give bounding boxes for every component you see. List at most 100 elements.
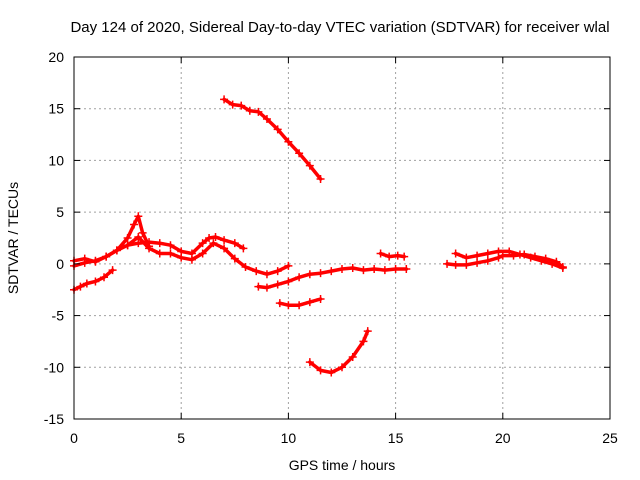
data-point <box>327 267 336 276</box>
data-point <box>211 232 220 241</box>
data-point <box>220 244 229 253</box>
data-point <box>284 137 293 146</box>
data-point <box>462 253 471 262</box>
data-point <box>316 175 325 184</box>
data-point <box>483 249 492 258</box>
data-point <box>400 252 409 261</box>
data-point <box>187 255 196 264</box>
data-point <box>228 100 237 109</box>
data-point <box>505 247 514 256</box>
data-point <box>451 249 460 258</box>
data-point <box>166 241 175 250</box>
y-tick-label: -10 <box>44 359 64 375</box>
data-point <box>91 277 100 286</box>
data-point <box>380 266 389 275</box>
data-point <box>305 298 314 307</box>
data-point <box>494 247 503 256</box>
y-tick-label: 0 <box>56 256 64 272</box>
axis-ticks: 0 5 10 15 20 25 -15 -10 -5 0 5 10 15 20 <box>44 49 618 446</box>
data-point <box>443 259 452 268</box>
data-point <box>305 161 314 170</box>
x-tick-label: 0 <box>70 430 78 446</box>
data-point <box>316 295 325 304</box>
data-point <box>155 249 164 258</box>
data-point <box>273 267 282 276</box>
data-point <box>359 337 368 346</box>
data-point <box>327 368 336 377</box>
data-point <box>451 260 460 269</box>
data-point <box>526 253 535 262</box>
data-point <box>198 249 207 258</box>
data-point <box>108 266 117 275</box>
data-point <box>76 282 85 291</box>
data-point <box>209 239 218 248</box>
data-point <box>220 236 229 245</box>
data-point <box>402 265 411 274</box>
y-tick-label: 10 <box>48 152 64 168</box>
data-point <box>515 250 524 259</box>
data-point <box>262 115 271 124</box>
data-point <box>284 277 293 286</box>
data-point <box>363 327 372 336</box>
y-tick-label: -5 <box>52 308 65 324</box>
x-tick-label: 15 <box>388 430 404 446</box>
data-point <box>123 241 132 250</box>
series-trace-8 <box>308 329 370 375</box>
data-point <box>338 363 346 372</box>
series-trace-7 <box>278 297 323 307</box>
data-point <box>230 254 239 263</box>
x-tick-label: 10 <box>281 430 297 446</box>
data-point <box>262 270 271 279</box>
data-point <box>284 301 293 310</box>
data-point <box>102 252 111 261</box>
data-point <box>134 232 143 241</box>
data-point <box>166 249 175 258</box>
data-point <box>241 262 250 271</box>
data-point <box>177 253 186 262</box>
x-tick-label: 25 <box>602 430 618 446</box>
data-point <box>483 256 492 265</box>
data-point <box>245 106 254 115</box>
data-point <box>239 244 248 253</box>
data-point <box>145 244 154 253</box>
data-point <box>254 282 263 291</box>
data-point <box>316 269 325 278</box>
data-point <box>385 252 394 261</box>
grid <box>74 57 610 419</box>
data-point <box>230 239 239 248</box>
data-point <box>237 101 246 110</box>
data-point <box>376 249 385 258</box>
data-point <box>100 273 109 282</box>
data-point <box>205 234 214 242</box>
data-point <box>80 258 89 267</box>
data-point <box>391 265 400 274</box>
data-series <box>70 95 567 377</box>
x-tick-label: 20 <box>495 430 511 446</box>
data-point <box>305 270 314 279</box>
x-tick-label: 5 <box>177 430 185 446</box>
data-point <box>338 265 346 274</box>
data-point <box>198 239 207 248</box>
data-point <box>155 239 164 248</box>
data-point <box>305 358 314 367</box>
data-point <box>220 95 229 104</box>
data-point <box>359 266 368 275</box>
data-point <box>295 273 304 282</box>
data-point <box>284 261 293 270</box>
data-point <box>348 263 357 272</box>
x-axis-label: GPS time / hours <box>289 457 396 473</box>
y-tick-label: -15 <box>44 411 64 427</box>
data-point <box>254 107 263 116</box>
data-point <box>370 265 379 274</box>
chart-title: Day 124 of 2020, Sidereal Day-to-day VTE… <box>70 19 609 36</box>
data-point <box>130 220 139 229</box>
y-tick-label: 15 <box>48 101 64 117</box>
data-point <box>91 256 100 265</box>
data-point <box>262 283 271 292</box>
data-point <box>473 258 482 267</box>
data-point <box>112 246 121 255</box>
data-point <box>138 228 147 237</box>
data-point <box>462 260 471 269</box>
series-trace-4 <box>125 235 291 276</box>
